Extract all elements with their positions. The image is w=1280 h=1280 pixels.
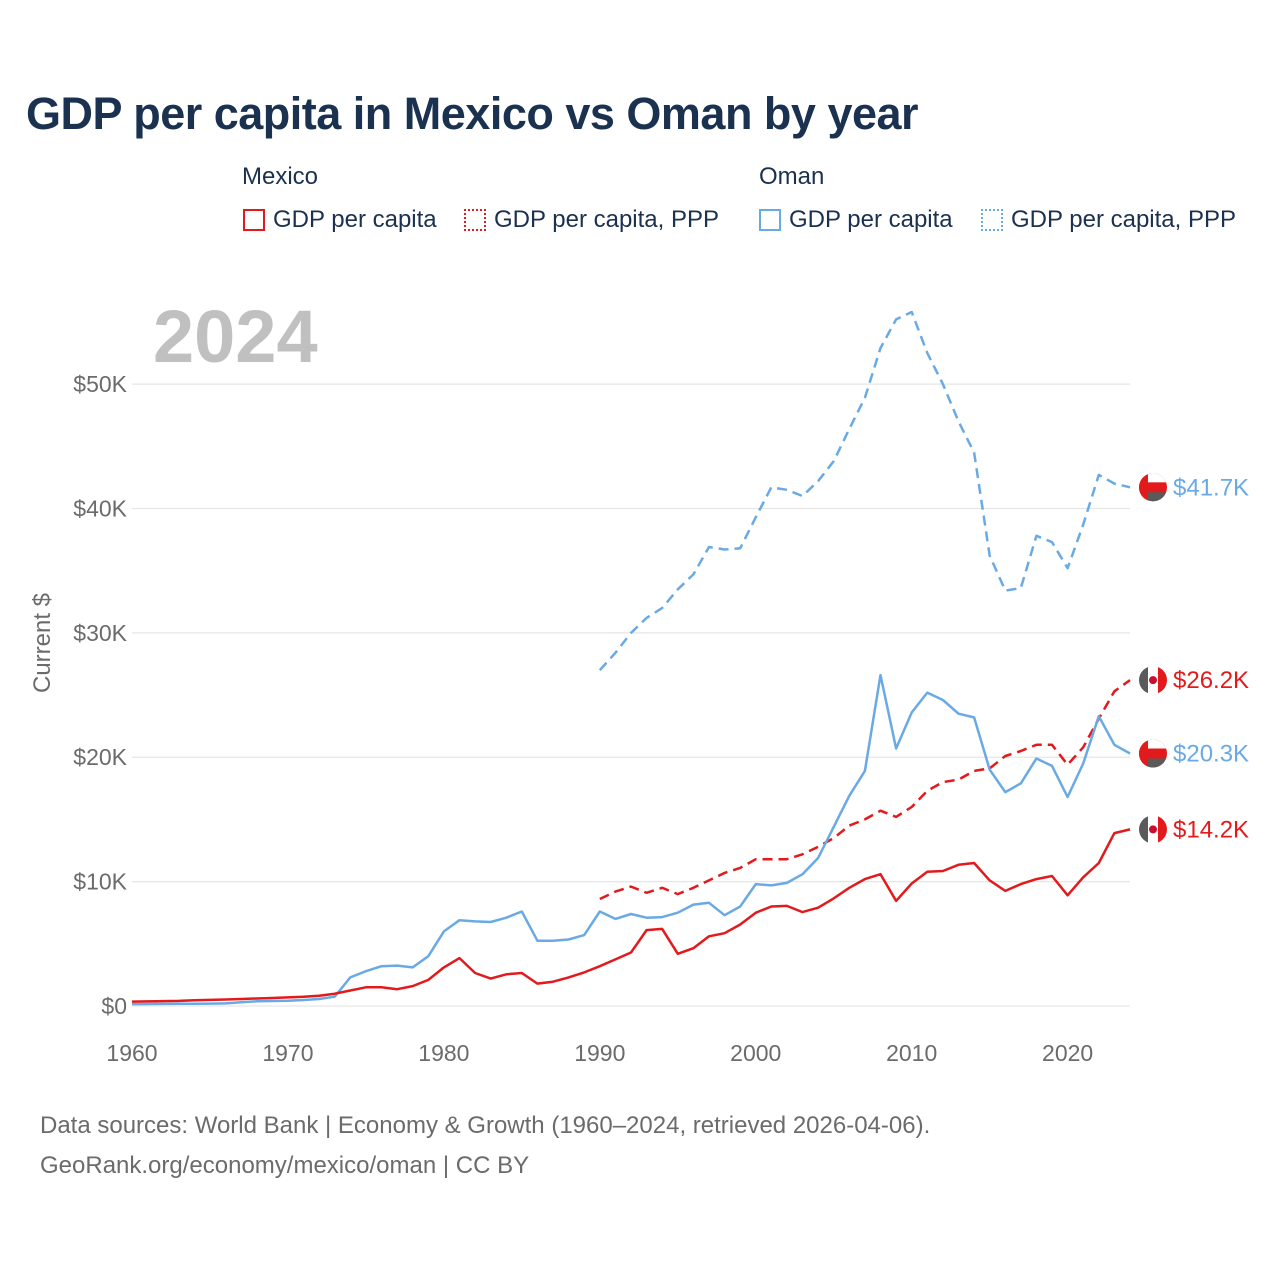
- legend-item-oman-gdp-ppp[interactable]: GDP per capita, PPP: [981, 205, 1236, 235]
- flag-icon-oman: [1139, 473, 1167, 502]
- year-watermark: 2024: [153, 295, 318, 378]
- legend-swatch-dotted: [464, 209, 486, 231]
- legend-label: GDP per capita, PPP: [494, 206, 719, 233]
- series-line-oman-ppp[interactable]: [598, 310, 1131, 672]
- series-line-mexico[interactable]: [131, 828, 1131, 1003]
- end-value-label: $41.7K: [1173, 474, 1249, 501]
- x-tick-label: 1980: [418, 1040, 469, 1066]
- end-value-label: $14.2K: [1173, 816, 1249, 843]
- x-axis-ticks: 1960 1970 1980 1990 2000 2010 2020: [106, 1040, 1093, 1066]
- series-line-oman[interactable]: [131, 673, 1131, 1006]
- source-line-2[interactable]: GeoRank.org/economy/mexico/oman | CC BY: [40, 1152, 530, 1179]
- end-value-label: $26.2K: [1173, 667, 1249, 694]
- legend-label: GDP per capita, PPP: [1011, 206, 1236, 233]
- series-line-mexico-ppp[interactable]: [599, 679, 1131, 901]
- chart-title: GDP per capita in Mexico vs Oman by year: [26, 88, 919, 139]
- y-axis-ticks: $0 $10K $20K $30K $40K $50K: [73, 371, 127, 1019]
- y-axis-label: Current $: [29, 593, 56, 693]
- x-tick-label: 1990: [574, 1040, 625, 1066]
- flag-icon-mexico: [1139, 666, 1167, 695]
- source-line-1: Data sources: World Bank | Economy & Gro…: [40, 1112, 931, 1139]
- y-tick-label: $10K: [73, 869, 127, 895]
- y-tick-label: $30K: [73, 620, 127, 646]
- flag-icon-oman: [1139, 739, 1167, 768]
- legend-label: GDP per capita: [789, 206, 953, 233]
- end-labels: $41.7K $26.2K $20.3K $14.2K: [1139, 473, 1249, 844]
- legend-item-oman-gdp[interactable]: GDP per capita: [759, 205, 953, 235]
- legend-country-mexico: Mexico: [242, 163, 319, 190]
- legend-swatch-solid: [243, 209, 265, 231]
- x-tick-label: 2010: [886, 1040, 937, 1066]
- gridlines: [132, 383, 1130, 1007]
- y-tick-label: $20K: [73, 744, 127, 770]
- legend-item-mexico-gdp-ppp[interactable]: GDP per capita, PPP: [464, 205, 719, 235]
- legend-swatch-solid: [759, 209, 781, 231]
- end-value-label: $20.3K: [1173, 741, 1249, 768]
- legend-item-mexico-gdp[interactable]: GDP per capita: [243, 205, 437, 235]
- x-tick-label: 2020: [1042, 1040, 1093, 1066]
- x-tick-label: 1970: [262, 1040, 313, 1066]
- y-tick-label: $0: [101, 993, 127, 1019]
- legend-swatch-dotted: [981, 209, 1003, 231]
- y-tick-label: $50K: [73, 371, 127, 397]
- y-tick-label: $40K: [73, 495, 127, 521]
- flag-icon-mexico: [1139, 815, 1167, 844]
- x-tick-label: 2000: [730, 1040, 781, 1066]
- legend-label: GDP per capita: [273, 206, 437, 233]
- x-tick-label: 1960: [106, 1040, 157, 1066]
- legend-country-oman: Oman: [759, 163, 825, 190]
- series-lines: [131, 310, 1131, 1006]
